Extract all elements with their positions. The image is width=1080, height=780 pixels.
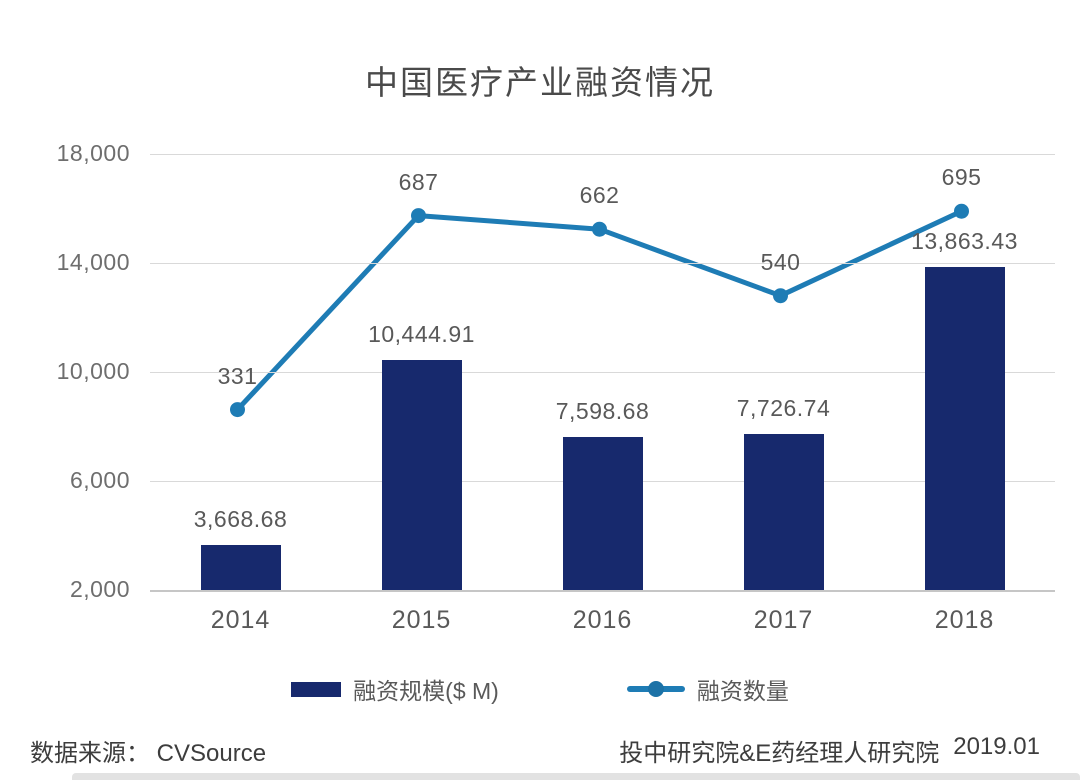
bar-value-label: 3,668.68 <box>193 505 288 532</box>
x-axis-tick: 2017 <box>753 606 814 634</box>
line-swatch-icon <box>626 681 685 697</box>
gridline <box>150 263 1055 264</box>
line-marker-2014 <box>230 402 245 418</box>
x-axis-tick: 2018 <box>934 606 995 634</box>
bar-value-label: 10,444.91 <box>368 320 475 347</box>
line-value-label: 695 <box>941 164 982 191</box>
y-axis-tick: 6,000 <box>69 467 130 493</box>
data-source-label: 数据来源： <box>30 740 150 767</box>
line-marker-2015 <box>411 208 426 224</box>
plot-area: 3,668.68 2014 10,444.91 2015 7,598.68 2016 7,7… <box>150 154 1055 634</box>
data-source-value: CVSource <box>156 740 267 767</box>
bar-2018 <box>924 266 1005 590</box>
line-value-label: 662 <box>579 182 620 209</box>
legend-item-funding-scale: 融资规模($ M) <box>291 672 499 706</box>
legend-label-funding-count: 融资数量 <box>696 678 789 704</box>
bar-2017 <box>743 433 824 590</box>
y-axis-tick: 18,000 <box>56 140 130 166</box>
legend: 融资规模($ M) 融资数量 <box>0 672 1080 706</box>
y-axis: 18,000 14,000 10,000 6,000 2,000 <box>18 140 130 602</box>
gridline <box>150 372 1055 373</box>
y-axis-tick: 10,000 <box>56 358 130 384</box>
line-series <box>230 203 969 418</box>
bar-value-label: 13,863.43 <box>911 227 1018 254</box>
bar-value-label: 7,726.74 <box>736 394 831 421</box>
x-axis-tick: 2015 <box>391 606 452 634</box>
line-value-label: 540 <box>760 248 801 275</box>
bar-2014 <box>200 544 281 590</box>
x-axis-tick: 2016 <box>572 606 633 634</box>
chart-title: 中国医疗产业融资情况 <box>365 64 715 101</box>
x-axis-tick: 2014 <box>210 606 271 634</box>
line-value-label: 331 <box>217 362 258 389</box>
y-axis-tick: 2,000 <box>69 576 130 602</box>
credit-text: 投中研究院&E药经理人研究院 <box>619 740 940 767</box>
bar-2015 <box>381 359 462 590</box>
line-marker-2016 <box>592 221 607 237</box>
gridline <box>150 154 1055 155</box>
line-marker-icon <box>647 681 664 697</box>
gridline <box>150 590 1055 592</box>
bar-2016 <box>562 437 643 590</box>
y-axis-tick: 14,000 <box>56 249 130 275</box>
credit-line: 投中研究院&E药经理人研究院 2019.01 <box>619 733 1040 768</box>
legend-label-funding-scale: 融资规模($ M) <box>353 678 499 704</box>
line-marker-2017 <box>773 288 788 304</box>
bottom-divider <box>72 773 1080 780</box>
line-path <box>235 208 964 413</box>
bar-swatch-icon <box>291 681 342 697</box>
bar-value-label: 7,598.68 <box>555 398 650 425</box>
line-marker-2018 <box>954 203 969 219</box>
data-source: 数据来源： CVSource <box>30 733 266 768</box>
line-value-label: 687 <box>398 168 439 195</box>
legend-item-funding-count: 融资数量 <box>626 672 789 706</box>
credit-date: 2019.01 <box>953 733 1040 760</box>
footer: 数据来源： CVSource 投中研究院&E药经理人研究院 2019.01 <box>0 733 1080 768</box>
